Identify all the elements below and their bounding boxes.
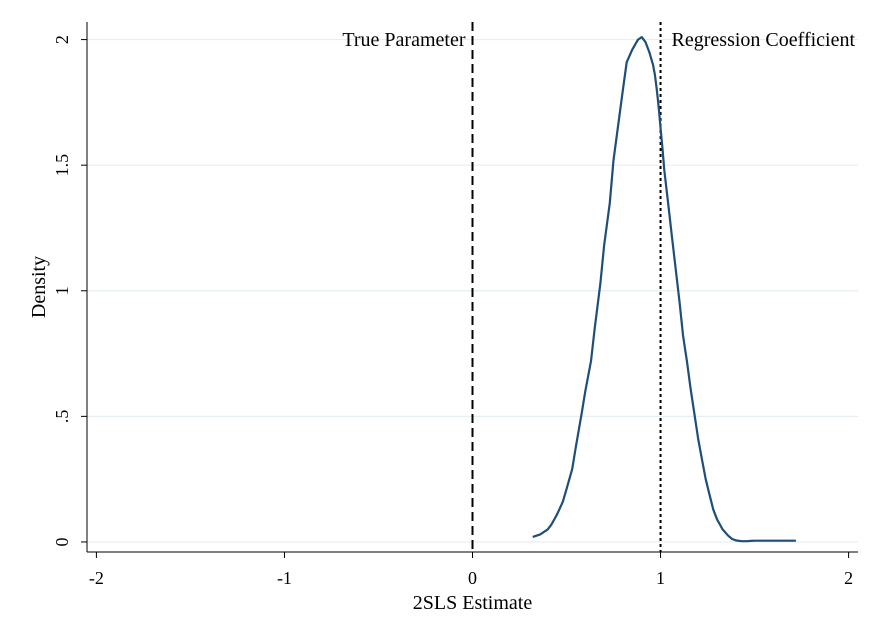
x-tick-label: 2	[844, 568, 853, 588]
y-tick-label: .5	[52, 410, 72, 424]
axes: 0 .5 1 1.5 2 -2 -1 0 1 2	[52, 22, 858, 588]
x-tick-label: 0	[468, 568, 477, 588]
y-tick-label: 0	[52, 537, 72, 546]
density-curve	[532, 36, 796, 543]
x-tick-label: -2	[89, 568, 104, 588]
y-tick-label: 1.5	[52, 154, 72, 177]
reference-line-label: Regression Coefficient	[672, 29, 856, 51]
x-tick-label: -1	[277, 568, 292, 588]
y-axis-title: Density	[28, 256, 50, 318]
x-tick-label: 1	[656, 568, 665, 588]
y-tick-label: 1	[52, 286, 72, 295]
y-tick-label: 2	[52, 35, 72, 44]
reference-line-label: True Parameter	[342, 29, 465, 51]
reference-lines: True Parameter Regression Coefficient	[342, 22, 855, 552]
x-axis-title: 2SLS Estimate	[413, 592, 533, 614]
density-series	[532, 36, 796, 543]
